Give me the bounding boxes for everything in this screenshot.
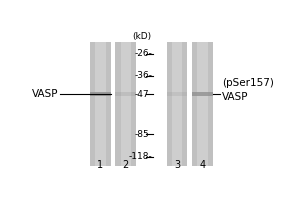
Text: -47-: -47-: [134, 90, 152, 99]
Text: 1: 1: [97, 160, 103, 170]
Text: -118-: -118-: [128, 152, 152, 161]
Bar: [116, 92, 136, 96]
Bar: [90, 92, 111, 96]
Bar: [192, 92, 213, 96]
Bar: [167, 42, 188, 166]
Bar: [121, 42, 131, 166]
Text: (pSer157): (pSer157): [222, 78, 274, 88]
Bar: [95, 42, 106, 166]
Bar: [197, 42, 208, 166]
Bar: [192, 42, 213, 166]
Text: VASP: VASP: [32, 89, 58, 99]
Text: -85-: -85-: [134, 130, 152, 139]
Text: (kD): (kD): [132, 32, 152, 41]
Text: -36-: -36-: [134, 71, 152, 80]
Bar: [172, 42, 182, 166]
Text: -26-: -26-: [134, 49, 152, 58]
Bar: [167, 92, 188, 96]
Bar: [90, 42, 111, 166]
Text: 2: 2: [123, 160, 129, 170]
Text: 3: 3: [174, 160, 180, 170]
Text: 4: 4: [200, 160, 206, 170]
Bar: [116, 42, 136, 166]
Text: VASP: VASP: [222, 92, 249, 102]
